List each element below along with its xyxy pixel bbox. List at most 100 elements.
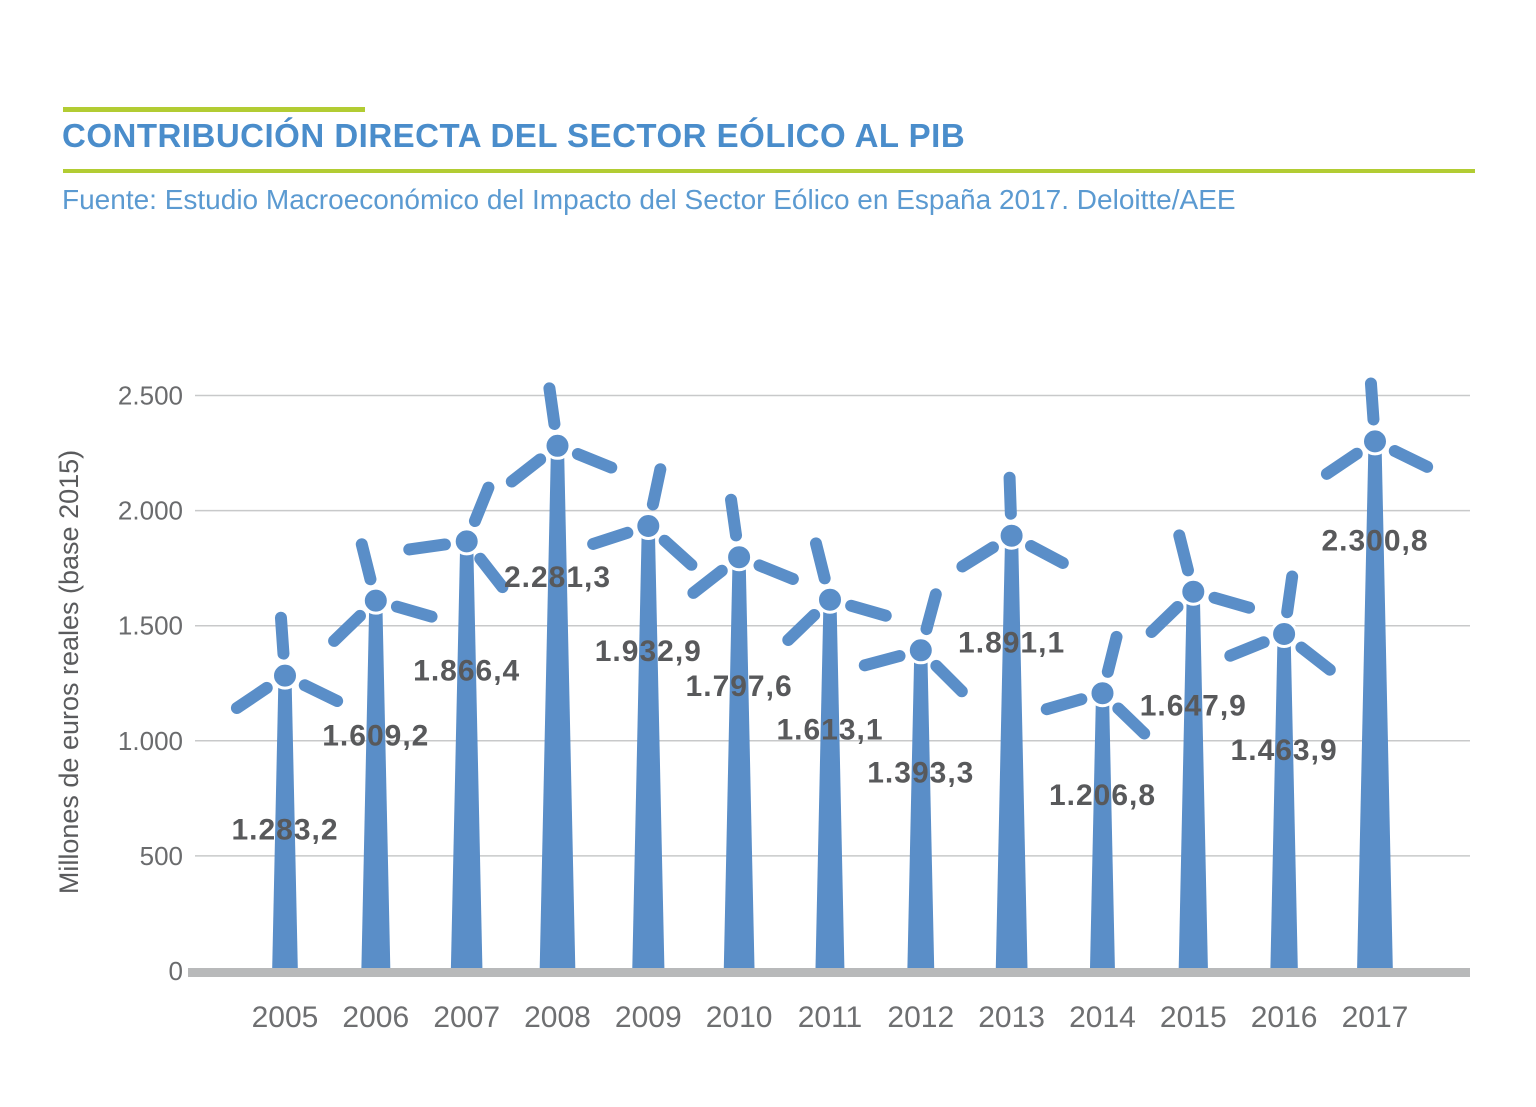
value-label: 1.613,1 [776,714,883,747]
turbine-hub-icon [452,527,481,556]
turbine-tower [632,526,665,968]
turbine-rotor [1320,377,1434,480]
turbine-blade [587,526,634,550]
value-label: 1.932,9 [595,635,702,668]
value-label: 1.891,1 [958,627,1065,660]
turbine-blade [1208,591,1256,614]
turbine-rotor [687,493,799,599]
turbine-blade [1145,600,1184,638]
x-axis-year-label: 2010 [706,1001,773,1034]
turbine-blade [782,608,821,646]
turbine-tower [723,557,755,968]
turbine-blade [1112,702,1151,740]
x-axis-year-label: 2015 [1160,1001,1227,1034]
value-label: 1.797,6 [686,670,793,703]
page-title: CONTRIBUCIÓN DIRECTA DEL SECTOR EÓLICO A… [62,117,966,154]
x-axis-baseline [188,968,1470,977]
turbine-blade [1040,693,1088,716]
source-caption: Fuente: Estudio Macroeconómico del Impac… [62,184,1236,215]
turbine-tower [1357,441,1393,968]
turbine-hub-icon [725,543,754,572]
value-label: 1.609,2 [322,720,429,753]
turbine-blade [1281,570,1299,619]
turbine-hub-icon [816,585,844,614]
value-label: 1.463,9 [1231,734,1338,767]
turbine-rotor [858,588,968,698]
turbine-hub-icon [543,431,572,460]
turbine-tower [1178,591,1208,968]
y-tick-label: 1.000 [118,726,183,756]
turbine-blade [474,552,509,594]
turbine-2015: 1.647,9 2015 [1140,529,1256,1034]
turbine-tower [815,599,845,968]
turbine-blade [274,611,290,660]
x-axis-year-label: 2013 [978,1001,1045,1034]
turbine-rotor [956,471,1069,573]
turbine-blade [809,537,831,585]
value-label: 2.300,8 [1321,524,1428,557]
turbine-2008: 2.281,3 2008 [504,382,618,1034]
x-axis-year-label: 2008 [524,1001,591,1034]
x-axis-year-label: 2006 [342,1001,409,1034]
value-label: 1.393,3 [867,756,974,789]
value-label: 1.283,2 [231,814,338,847]
turbine-rotor [782,537,892,646]
turbine-blade [1224,636,1270,662]
turbine-blade [1173,529,1194,577]
turbine-blade [956,541,999,573]
turbine-tower [361,600,391,968]
turbine-hub-icon [271,661,299,690]
turbine-rotor [1224,570,1336,676]
turbine-2016: 1.463,9 2016 [1224,570,1338,1034]
y-tick-label: 2.500 [118,381,183,411]
turbine-blade [355,538,377,586]
turbine-tower [539,445,576,968]
turbine-blade [298,679,344,708]
turbine-blade [646,463,667,511]
turbine-2013: 1.891,1 2013 [956,471,1069,1034]
y-tick-label: 0 [169,956,183,986]
x-axis-year-label: 2012 [887,1001,954,1034]
turbine-2011: 1.613,1 2011 [776,537,892,1034]
turbine-2006: 1.609,2 2006 [322,538,438,1034]
turbine-hub-icon [1179,577,1208,606]
turbine-hub-icon [1270,620,1299,648]
turbine-blade [230,681,273,715]
turbine-blade [390,600,438,623]
x-axis-year-label: 2005 [252,1001,319,1034]
x-axis-year-label: 2011 [798,1001,863,1034]
value-label: 2.281,3 [504,561,611,594]
turbine-rotor [587,463,698,571]
turbine-rotor [328,538,438,647]
turbine-2010: 1.797,6 2010 [686,493,799,1034]
turbine-rotor [505,382,618,488]
turbine-2012: 1.393,3 2012 [858,588,974,1034]
turbine-hub-icon [906,636,935,665]
y-tick-label: 1.500 [118,611,183,641]
x-axis-year-label: 2016 [1251,1001,1318,1034]
accent-line-top [63,107,365,112]
value-label: 1.866,4 [413,654,520,687]
turbine-rotor [230,611,344,715]
y-tick-label: 500 [140,841,183,871]
turbine-hub-icon [1088,679,1117,708]
turbine-blade [468,481,495,528]
turbine-blade [1364,377,1380,426]
turbine-blade [328,609,366,647]
turbine-blade [930,659,968,698]
turbine-blade [725,493,743,542]
turbine-blade [753,559,799,585]
x-axis-year-label: 2017 [1342,1001,1409,1034]
turbine-tower [450,541,483,968]
turbine-blade [505,453,547,488]
x-axis-year-label: 2009 [615,1001,682,1034]
value-label: 1.647,9 [1140,690,1247,723]
turbine-hub-icon [997,521,1026,550]
turbine-blade [845,599,892,622]
x-axis-year-label: 2007 [433,1001,500,1034]
turbine-blade [1388,445,1434,473]
turbine-2005: 1.283,2 2005 [230,611,344,1034]
value-label: 1.206,8 [1049,779,1156,812]
turbine-blade [1003,471,1017,520]
